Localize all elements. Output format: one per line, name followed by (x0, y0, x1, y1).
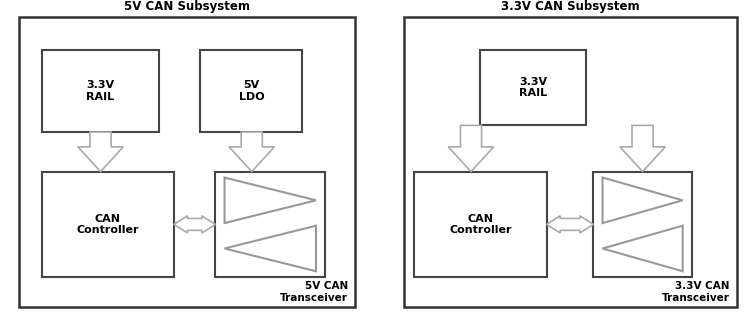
Polygon shape (78, 132, 123, 172)
Bar (593, 172, 692, 277)
Text: 5V
LDO: 5V LDO (239, 80, 264, 102)
Bar (480, 50, 586, 125)
Polygon shape (547, 216, 593, 233)
Polygon shape (229, 132, 274, 172)
Polygon shape (620, 125, 665, 172)
Polygon shape (603, 178, 683, 223)
Text: CAN
Controller: CAN Controller (449, 214, 512, 235)
Text: 3.3V CAN
Transceiver: 3.3V CAN Transceiver (662, 281, 730, 303)
Bar (19, 16, 355, 307)
Polygon shape (225, 178, 316, 223)
Text: 3.3V CAN Subsystem: 3.3V CAN Subsystem (501, 0, 640, 13)
Polygon shape (225, 226, 316, 271)
Bar (404, 16, 737, 307)
Text: CAN
Controller: CAN Controller (76, 214, 139, 235)
Bar (215, 172, 325, 277)
Polygon shape (603, 226, 683, 271)
Text: 3.3V
RAIL: 3.3V RAIL (519, 77, 547, 98)
Polygon shape (448, 125, 494, 172)
Text: 5V CAN
Transceiver: 5V CAN Transceiver (280, 281, 348, 303)
Text: 3.3V
RAIL: 3.3V RAIL (86, 80, 114, 102)
Bar (42, 50, 159, 132)
Bar (42, 172, 174, 277)
Bar (200, 50, 302, 132)
Polygon shape (174, 216, 215, 233)
Bar (414, 172, 547, 277)
Text: 5V CAN Subsystem: 5V CAN Subsystem (124, 0, 250, 13)
